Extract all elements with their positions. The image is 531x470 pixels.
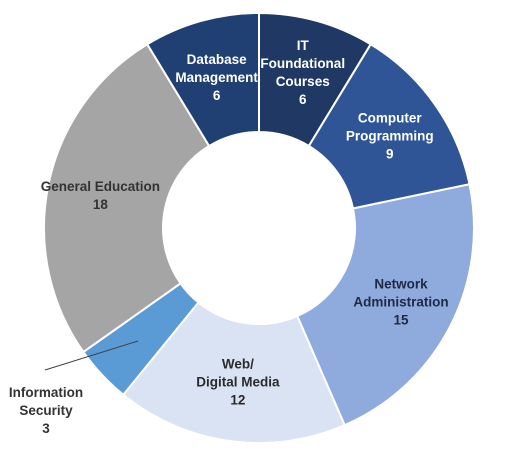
- slice-general-education: [43, 42, 211, 354]
- slice-label-line-database-management: Database: [187, 52, 248, 67]
- chart-slices: [43, 11, 475, 444]
- slice-database-management: [145, 11, 260, 148]
- slice-network-administration: [295, 183, 475, 427]
- leader-line-information-security: [44, 340, 139, 371]
- slice-label-line-web-digital-media: Digital Media: [196, 375, 280, 390]
- slice-label-line-database-management: Management: [175, 70, 258, 85]
- slice-label-general-education: General Education 18: [41, 179, 160, 212]
- slice-label-line-it-foundational: Foundational: [260, 56, 345, 71]
- slice-label-line-computer-programming: Computer: [358, 111, 422, 126]
- slice-value-it-foundational: 6: [299, 92, 307, 107]
- slice-label-line-network-administration: Network: [374, 277, 428, 292]
- slice-label-information-security: Information Security 3: [9, 385, 83, 436]
- slice-label-line-network-administration: Administration: [353, 295, 448, 310]
- slice-label-line-general-education: General Education: [41, 179, 160, 194]
- chart-labels: IT Foundational Courses 6 Computer Programmin…: [9, 38, 449, 436]
- slice-label-line-information-security: Security: [19, 403, 73, 418]
- slice-value-web-digital-media: 12: [230, 393, 245, 408]
- slice-web-digital-media: [121, 301, 346, 444]
- slice-label-line-information-security: Information: [9, 385, 83, 400]
- slice-label-line-it-foundational: Courses: [276, 74, 330, 89]
- slice-value-computer-programming: 9: [386, 147, 394, 162]
- slice-label-it-foundational: IT Foundational Courses 6: [260, 38, 345, 107]
- slice-value-general-education: 18: [93, 197, 109, 212]
- slice-value-network-administration: 15: [394, 313, 410, 328]
- slice-value-information-security: 3: [42, 421, 50, 436]
- slice-label-network-administration: Network Administration 15: [353, 277, 448, 328]
- slice-label-web-digital-media: Web/Digital Media 12: [196, 357, 280, 408]
- slice-computer-programming: [307, 42, 471, 210]
- slice-label-line-computer-programming: Programming: [346, 129, 434, 144]
- slice-label-line-it-foundational: IT: [297, 38, 310, 53]
- slice-label-computer-programming: Computer Programming 9: [346, 111, 434, 162]
- slice-label-line-web-digital-media: Web/: [222, 357, 254, 372]
- slice-value-database-management: 6: [213, 88, 221, 103]
- slice-label-database-management: Database Management 6: [175, 52, 258, 103]
